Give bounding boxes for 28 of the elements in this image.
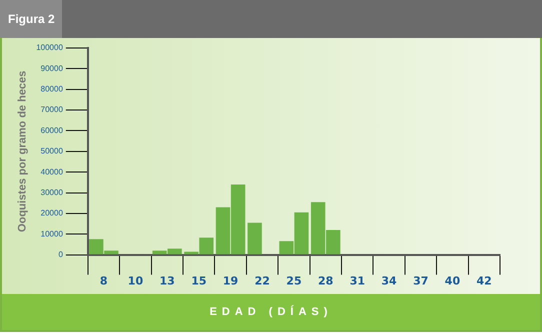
x-tick-label: 40 bbox=[444, 274, 460, 288]
y-tick-label: 40000 bbox=[40, 167, 64, 176]
chart-title: Figura 2 bbox=[0, 0, 62, 38]
x-tick-label: 25 bbox=[286, 274, 302, 288]
y-tick-label: 50000 bbox=[40, 146, 64, 156]
x-tick-label: 31 bbox=[350, 274, 366, 288]
y-tick-label: 30000 bbox=[40, 188, 64, 197]
x-tick-label: 19 bbox=[222, 274, 238, 288]
y-tick-label: 80000 bbox=[40, 84, 64, 94]
x-tick-label: 37 bbox=[413, 274, 428, 288]
x-tick-label: 8 bbox=[100, 274, 108, 288]
x-tick-label: 15 bbox=[191, 274, 207, 288]
y-tick-label: 100000 bbox=[36, 43, 64, 52]
x-tick-label: 28 bbox=[318, 274, 334, 288]
y-tick-label: 90000 bbox=[40, 64, 64, 73]
x-tick-label: 13 bbox=[159, 274, 175, 288]
x-tick-label: 42 bbox=[476, 274, 492, 288]
y-tick-label: 20000 bbox=[40, 208, 64, 218]
y-axis-title: Ooquistes por gramo de heces bbox=[16, 70, 29, 232]
x-tick-label: 34 bbox=[381, 274, 398, 288]
x-tick-label: 10 bbox=[128, 274, 144, 288]
bar bbox=[248, 222, 262, 254]
x-tick-label: 22 bbox=[254, 274, 270, 288]
y-tick-label: 10000 bbox=[40, 229, 64, 238]
y-tick-label: 60000 bbox=[40, 126, 64, 135]
y-tick-label: 0 bbox=[58, 250, 64, 260]
y-tick-label: 70000 bbox=[40, 105, 64, 114]
x-axis-title: EDAD (DÍAS) bbox=[2, 294, 540, 330]
